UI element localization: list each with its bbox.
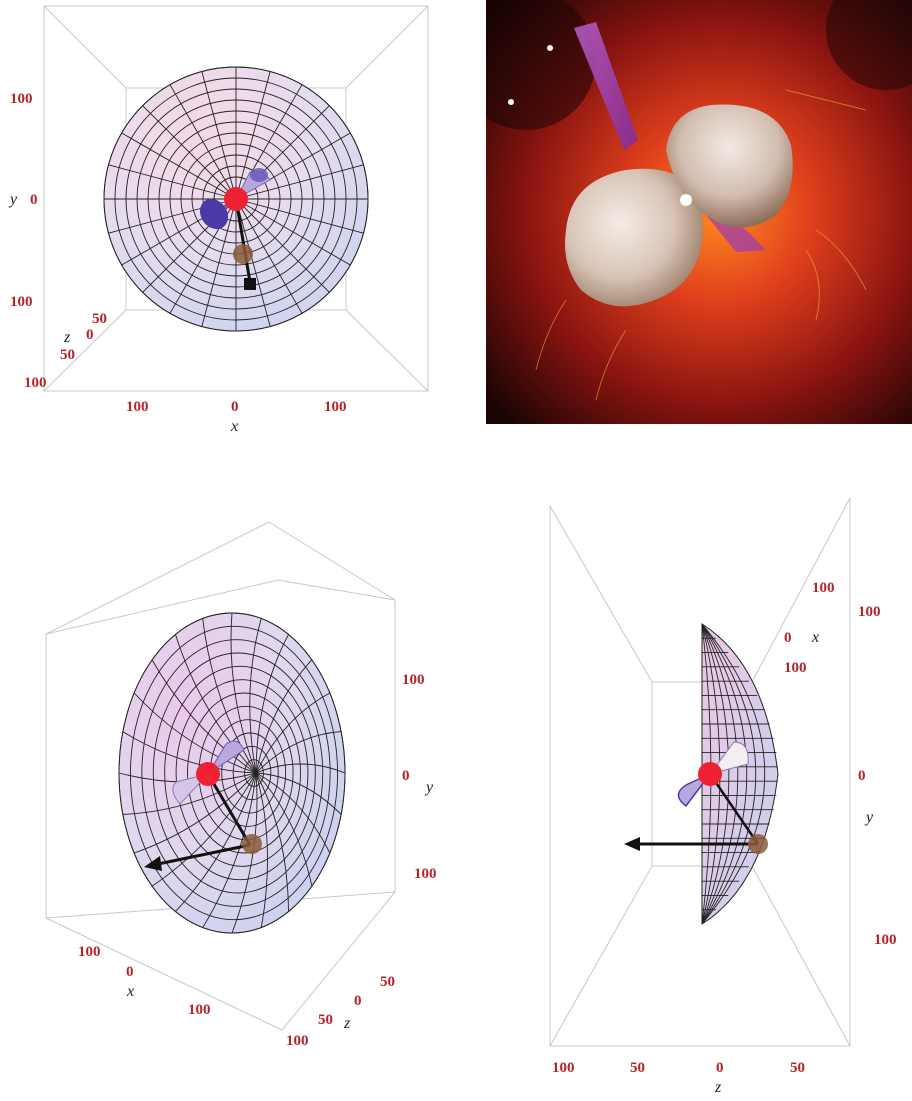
z-tick-50b: 50 [60, 347, 75, 363]
y-tick-lower: 100 [10, 294, 33, 310]
x-tick-lower: 100 [784, 660, 807, 676]
y-axis-label: y [864, 809, 874, 826]
x-tick-right: 100 [324, 399, 347, 415]
x-axis-label: x [230, 418, 238, 435]
y-tick-center: 0 [858, 768, 866, 784]
z-tick-0: 0 [354, 993, 362, 1009]
y-tick-lower: 100 [874, 932, 897, 948]
plot-oblique-view: 100 0 100 y 100 0 100 x 50 0 50 100 z [45, 521, 437, 1049]
primary-star [698, 762, 722, 786]
plot-side-view: 100 0 100 x 100 0 y 100 100 50 0 50 z [549, 497, 897, 1096]
y-tick-upper: 100 [10, 91, 33, 107]
z-tick-50a: 50 [380, 974, 395, 990]
primary-star [196, 762, 220, 786]
y-tick-center: 0 [402, 768, 410, 784]
companion-star [242, 834, 262, 854]
z-tick-50b: 50 [318, 1012, 333, 1028]
z-tick-100: 100 [24, 375, 47, 391]
z-tick-center: 0 [716, 1060, 724, 1076]
y-tick-lower: 100 [414, 866, 437, 882]
x-tick-upper: 100 [812, 580, 835, 596]
z-axis-label: z [714, 1079, 722, 1096]
outflow-shell [118, 612, 346, 934]
x-tick-left: 100 [126, 399, 149, 415]
z-axis-label: z [63, 329, 71, 346]
nebula-image [486, 0, 912, 424]
panel-bottom-left: 100 0 100 y 100 0 100 x 50 0 50 100 z [0, 500, 470, 1060]
z-tick-0: 0 [86, 327, 94, 343]
z-tick-50a: 50 [630, 1060, 645, 1076]
x-tick-center: 0 [231, 399, 239, 415]
z-tick-100: 100 [286, 1033, 309, 1049]
y-tick-upper: 100 [858, 604, 881, 620]
panel-bottom-right: 100 0 100 x 100 0 y 100 100 50 0 50 z [540, 494, 912, 1101]
z-tick-50a: 50 [92, 311, 107, 327]
x-axis-label: x [811, 629, 819, 646]
y-axis-label: y [424, 779, 434, 796]
companion-star [233, 244, 253, 264]
z-axis-label: z [343, 1015, 351, 1032]
y-tick-center: 0 [30, 192, 38, 208]
x-tick-left: 100 [78, 944, 101, 960]
x-tick-center: 0 [784, 630, 792, 646]
x-axis-label: x [126, 983, 134, 1000]
y-tick-upper: 100 [402, 672, 425, 688]
z-tick-50b: 50 [790, 1060, 805, 1076]
orbit-vector [144, 773, 252, 871]
x-tick-right: 100 [188, 1002, 211, 1018]
panel-top-left: 100 0 100 y 50 0 50 100 z 100 0 100 x [0, 0, 440, 440]
z-tick-left: 100 [552, 1060, 575, 1076]
panel-top-right [486, 0, 912, 424]
primary-star [224, 187, 248, 211]
plot-front-view: 100 0 100 y 50 0 50 100 z 100 0 100 x [8, 5, 429, 435]
outflow-shell [701, 623, 779, 925]
orbit-vector [624, 773, 760, 851]
x-tick-center: 0 [126, 964, 134, 980]
y-axis-label: y [8, 191, 18, 208]
orbit-vector [234, 198, 256, 290]
companion-star [748, 834, 768, 854]
